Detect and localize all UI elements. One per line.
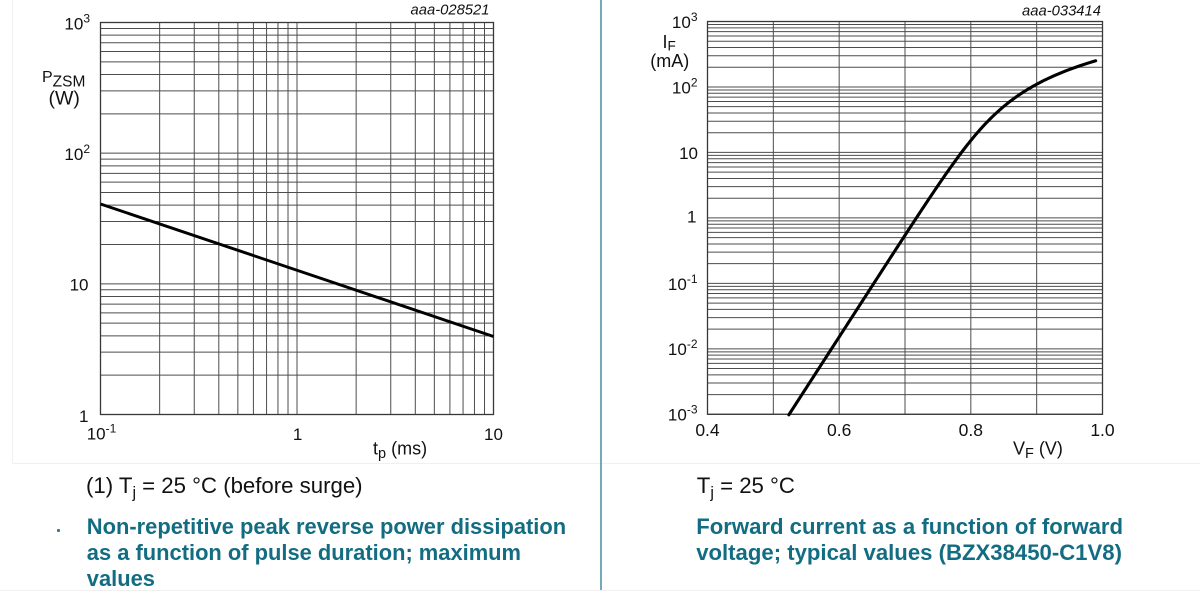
svg-text:PZSM: PZSM [42, 69, 85, 90]
svg-text:10: 10 [70, 275, 89, 294]
svg-text:0.4: 0.4 [695, 420, 720, 440]
svg-text:1: 1 [79, 407, 88, 426]
svg-text:(mA): (mA) [650, 51, 689, 71]
svg-text:1.0: 1.0 [1090, 420, 1115, 440]
svg-text:tp (ms): tp (ms) [373, 439, 427, 463]
svg-text:0.8: 0.8 [959, 420, 983, 440]
svg-text:1: 1 [687, 208, 696, 227]
svg-text:(W): (W) [49, 88, 80, 110]
svg-text:10: 10 [484, 425, 503, 444]
svg-text:IF: IF [663, 32, 676, 53]
svg-text:1: 1 [293, 425, 302, 444]
svg-text:VF (V): VF (V) [1013, 439, 1063, 463]
svg-text:aaa-028521: aaa-028521 [411, 3, 490, 19]
svg-text:10: 10 [679, 144, 698, 163]
svg-text:aaa-033414: aaa-033414 [1022, 4, 1101, 20]
svg-text:0.6: 0.6 [827, 420, 851, 440]
